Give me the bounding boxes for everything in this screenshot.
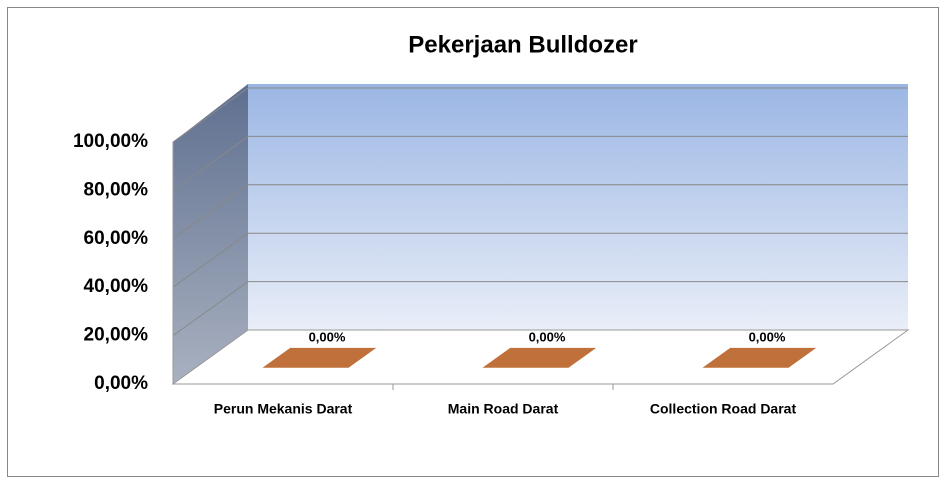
back-wall [248,84,908,330]
grid-line [172,281,249,337]
y-tick-label: 40,00% [84,276,149,297]
value-label: 0,00% [309,329,346,344]
grid-line [172,135,249,191]
x-tick-label: Perun Mekanis Darat [214,401,353,417]
bar [702,347,817,368]
grid-line [172,87,249,143]
value-label: 0,00% [529,329,566,344]
side-wall [173,84,248,384]
bar [262,347,377,368]
x-tick-label: Main Road Darat [448,401,559,417]
y-tick-label: 0,00% [94,373,148,394]
y-tick-label: 60,00% [84,228,149,249]
value-label: 0,00% [749,329,786,344]
y-tick-label: 80,00% [84,179,149,200]
bar [482,347,597,368]
y-tick-label: 20,00% [84,325,149,346]
grid-line [172,184,249,240]
chart-title: Pekerjaan Bulldozer [408,31,637,58]
grid-line [172,232,249,288]
x-tick-label: Collection Road Darat [650,401,797,417]
y-tick-label: 100,00% [73,131,148,152]
